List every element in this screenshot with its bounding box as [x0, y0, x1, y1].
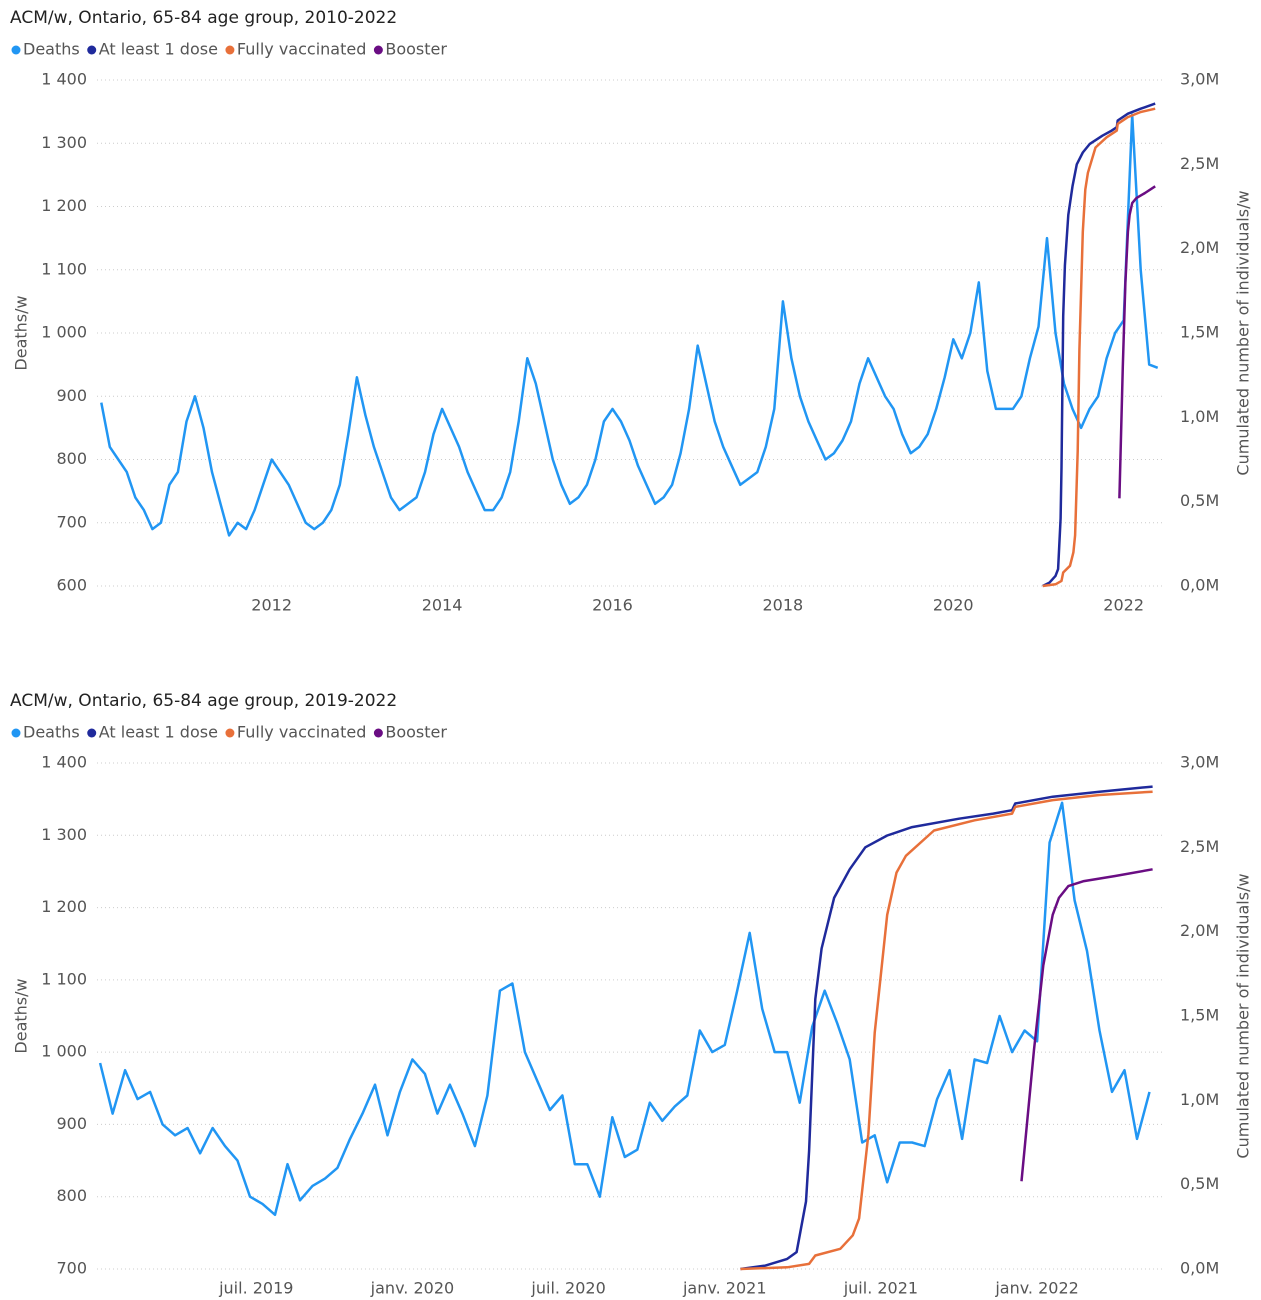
legend-label: Booster	[385, 723, 447, 742]
y2-tick-label: 3,0M	[1180, 70, 1219, 89]
y-tick-label: 1 000	[41, 323, 87, 342]
y-tick-label: 900	[56, 386, 87, 405]
legend-label: At least 1 dose	[99, 723, 218, 742]
y-tick-label: 1 400	[41, 753, 87, 772]
series-line	[1020, 868, 1153, 1182]
legend-label: Deaths	[23, 40, 80, 59]
x-tick-label: 2022	[1103, 596, 1144, 615]
y2-tick-label: 2,0M	[1180, 238, 1219, 257]
x-tick-label: 2014	[422, 596, 463, 615]
series-line	[1118, 185, 1156, 499]
y2-tick-label: 1,5M	[1180, 323, 1219, 342]
x-tick-label: juil. 2021	[843, 1279, 918, 1298]
x-tick-label: 2018	[763, 596, 804, 615]
legend-label: Fully vaccinated	[237, 723, 366, 742]
legend-marker	[87, 728, 97, 738]
y-tick-label: 1 200	[41, 196, 87, 215]
legend-marker	[225, 45, 235, 55]
y2-tick-label: 0,0M	[1180, 576, 1219, 595]
x-tick-label: 2016	[592, 596, 633, 615]
series-line	[740, 785, 1153, 1271]
chart-title: ACM/w, Ontario, 65-84 age group, 2019-20…	[10, 691, 397, 711]
legend-label: Deaths	[23, 723, 80, 742]
y-axis-title: Deaths/w	[12, 295, 31, 370]
series-line	[740, 790, 1153, 1271]
legend-marker	[11, 728, 21, 738]
y2-tick-label: 1,0M	[1180, 407, 1219, 426]
legend-marker	[87, 45, 97, 55]
y-tick-label: 1 100	[41, 969, 87, 988]
y-tick-label: 700	[56, 512, 87, 531]
y-tick-label: 1 400	[41, 70, 87, 89]
y-tick-label: 1 000	[41, 1042, 87, 1061]
y-tick-label: 1 300	[41, 825, 87, 844]
y2-tick-label: 2,5M	[1180, 837, 1219, 856]
y2-tick-label: 0,0M	[1180, 1259, 1219, 1278]
y-tick-label: 1 100	[41, 259, 87, 278]
x-tick-label: juil. 2020	[530, 1279, 605, 1298]
y-axis-title: Deaths/w	[12, 978, 31, 1053]
y2-tick-label: 0,5M	[1180, 491, 1219, 510]
y2-tick-label: 2,0M	[1180, 921, 1219, 940]
x-tick-label: janv. 2021	[682, 1279, 767, 1298]
x-tick-label: 2012	[251, 596, 292, 615]
y2-tick-label: 0,5M	[1180, 1174, 1219, 1193]
y2-tick-label: 1,5M	[1180, 1006, 1219, 1025]
y2-tick-label: 3,0M	[1180, 753, 1219, 772]
y-tick-label: 700	[56, 1259, 87, 1278]
series-line	[1042, 102, 1156, 588]
legend-label: Booster	[385, 40, 447, 59]
series-line	[1042, 107, 1156, 588]
legend-marker	[225, 728, 235, 738]
legend-label: At least 1 dose	[99, 40, 218, 59]
y2-axis-title: Cumulated number of individuals/w	[1234, 873, 1253, 1158]
x-tick-label: janv. 2020	[370, 1279, 455, 1298]
series-line	[100, 113, 1159, 537]
y2-tick-label: 1,0M	[1180, 1090, 1219, 1109]
y-tick-label: 600	[56, 576, 87, 595]
legend-marker	[373, 45, 383, 55]
legend-marker	[11, 45, 21, 55]
x-tick-label: juil. 2019	[218, 1279, 293, 1298]
series-line	[98, 801, 1151, 1217]
x-tick-label: janv. 2022	[994, 1279, 1079, 1298]
y-tick-label: 1 300	[41, 133, 87, 152]
legend-label: Fully vaccinated	[237, 40, 366, 59]
x-tick-label: 2020	[933, 596, 974, 615]
legend-marker	[373, 728, 383, 738]
y-tick-label: 1 200	[41, 897, 87, 916]
y2-axis-title: Cumulated number of individuals/w	[1234, 190, 1253, 475]
y-tick-label: 800	[56, 449, 87, 468]
y-tick-label: 900	[56, 1114, 87, 1133]
chart-title: ACM/w, Ontario, 65-84 age group, 2010-20…	[10, 8, 397, 28]
y-tick-label: 800	[56, 1186, 87, 1205]
y2-tick-label: 2,5M	[1180, 154, 1219, 173]
